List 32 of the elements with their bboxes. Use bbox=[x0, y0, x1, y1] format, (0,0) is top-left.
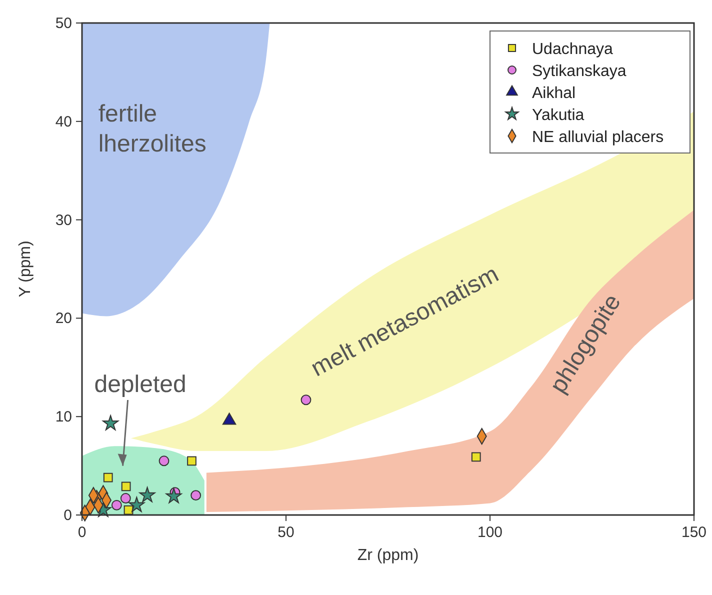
point bbox=[102, 415, 119, 430]
legend-label: Yakutia bbox=[532, 107, 584, 124]
x-tick-label: 0 bbox=[78, 524, 86, 541]
point bbox=[187, 456, 196, 466]
y-tick-label: 40 bbox=[55, 113, 72, 130]
point bbox=[128, 496, 145, 512]
y-tick-label: 0 bbox=[64, 507, 72, 524]
point bbox=[471, 452, 481, 462]
point bbox=[121, 482, 131, 492]
legend-label: Aikhal bbox=[532, 85, 576, 102]
y-tick-label: 20 bbox=[55, 310, 72, 328]
point bbox=[190, 490, 202, 501]
legend-label: Sytikanskaya bbox=[532, 63, 626, 80]
point bbox=[103, 472, 113, 482]
legend-label: NE alluvial placers bbox=[532, 129, 664, 146]
point bbox=[139, 486, 156, 502]
y-axis-title: Y (ppm) bbox=[17, 240, 34, 298]
x-tick-label: 100 bbox=[477, 524, 503, 541]
point bbox=[111, 500, 122, 510]
point bbox=[166, 488, 182, 504]
y-tick-label: 10 bbox=[55, 408, 72, 426]
point bbox=[120, 493, 131, 504]
point bbox=[300, 394, 312, 406]
legend-label: Udachnaya bbox=[532, 41, 614, 58]
x-axis-title: Zr (ppm) bbox=[357, 547, 419, 564]
y-tick-label: 50 bbox=[55, 15, 72, 32]
x-tick-label: 150 bbox=[681, 524, 707, 541]
point bbox=[158, 456, 170, 466]
y-tick-label: 30 bbox=[55, 212, 72, 229]
annotation: fertile lherzolites bbox=[98, 100, 206, 158]
annotation: depleted bbox=[94, 371, 186, 398]
x-tick-label: 50 bbox=[278, 524, 294, 541]
